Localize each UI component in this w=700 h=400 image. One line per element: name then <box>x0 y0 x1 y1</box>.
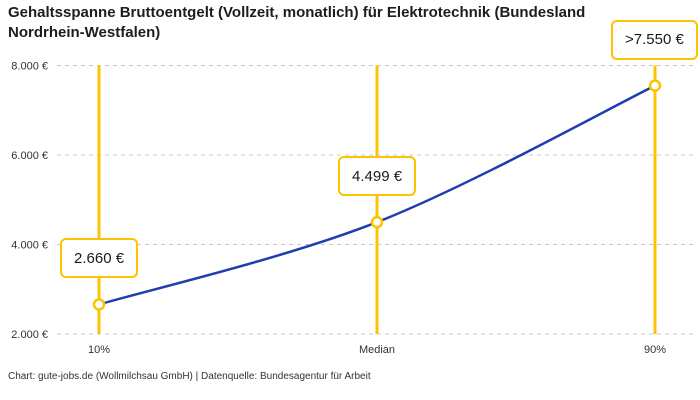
chart-title-line1: Gehaltsspanne Bruttoentgelt (Vollzeit, m… <box>8 4 586 21</box>
data-point-marker <box>92 298 106 311</box>
x-axis-tick-label: 10% <box>88 344 110 356</box>
x-axis-tick-label: 90% <box>644 344 666 356</box>
data-point-marker <box>370 215 384 229</box>
chart-title: Gehaltsspanne Bruttoentgelt (Vollzeit, m… <box>8 3 585 43</box>
value-label-box: >7.550 € <box>611 19 698 60</box>
y-axis-tick-label: 4.000 € <box>11 240 48 252</box>
y-axis-tick-label: 8.000 € <box>11 61 48 73</box>
data-point-marker <box>648 79 662 92</box>
value-label-box: 2.660 € <box>60 238 139 279</box>
y-axis-tick-label: 6.000 € <box>11 150 48 162</box>
chart-title-line2: Nordrhein-Westfalen) <box>8 24 161 41</box>
value-label-box: 4.499 € <box>338 156 417 197</box>
x-axis-tick-label: Median <box>359 344 395 356</box>
y-axis-tick-label: 2.000 € <box>11 329 48 341</box>
chart-attribution: Chart: gute-jobs.de (Wollmilchsau GmbH) … <box>8 371 371 382</box>
